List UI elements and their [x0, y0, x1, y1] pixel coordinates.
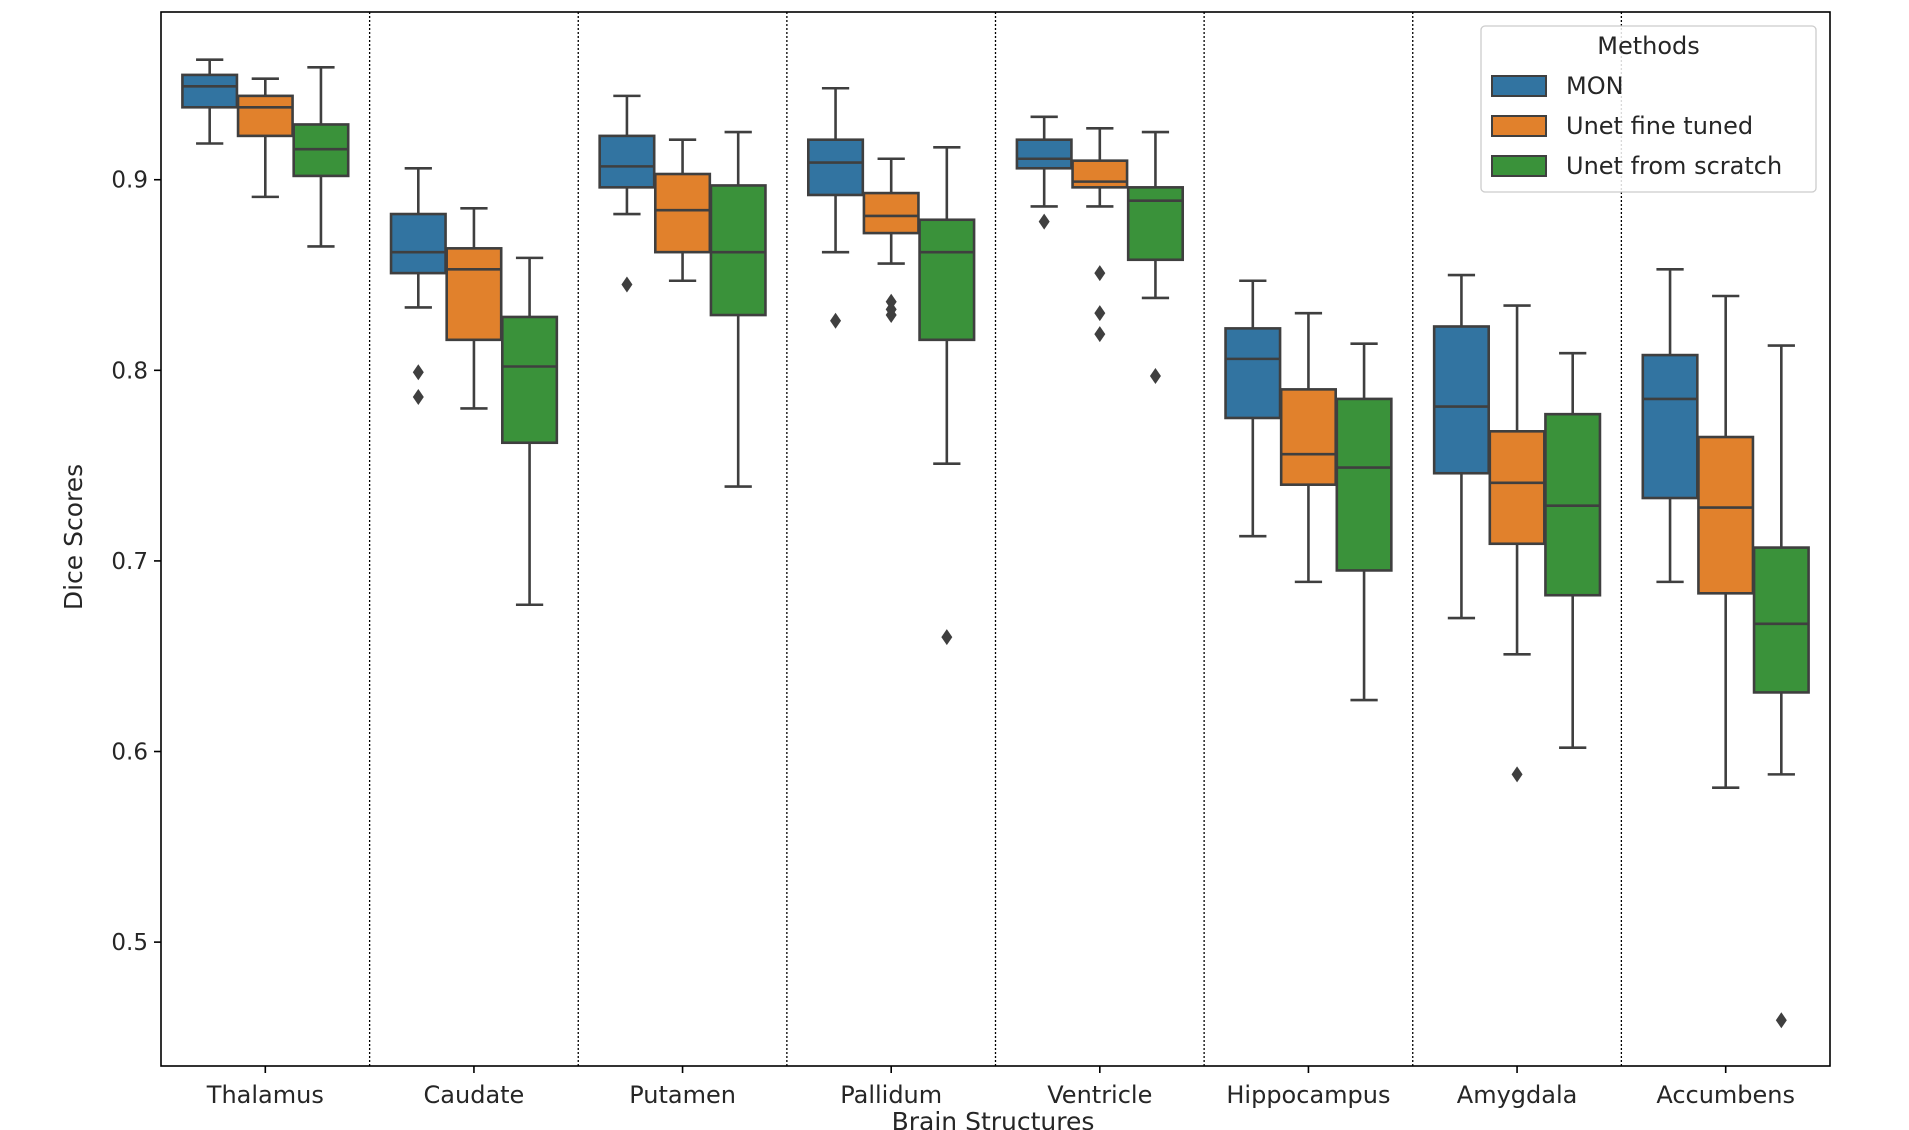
box-iqr: [709, 184, 767, 317]
box-unet-from-scratch-ventricle: [1126, 130, 1185, 385]
box-mon-putamen: [598, 94, 656, 293]
box-unet-from-scratch-caudate: [501, 256, 559, 607]
box-unet-from-scratch-accumbens: [1752, 344, 1810, 1029]
box-iqr: [806, 138, 865, 197]
box-unet-from-scratch-pallidum: [918, 146, 976, 646]
outlier-point: [1094, 305, 1106, 322]
x-tick-label: Ventricle: [1047, 1081, 1152, 1109]
y-tick-label: 0.7: [111, 549, 148, 575]
legend-label: Unet from scratch: [1566, 152, 1782, 180]
box-mon-pallidum: [806, 86, 865, 329]
legend-label: Unet fine tuned: [1566, 112, 1753, 140]
x-tick-label: Accumbens: [1656, 1081, 1795, 1109]
outlier-point: [941, 629, 953, 646]
legend-label: MON: [1566, 72, 1624, 100]
box-unet-from-scratch-hippocampus: [1335, 342, 1393, 702]
box-iqr: [181, 73, 239, 109]
x-tick-label: Putamen: [629, 1081, 736, 1109]
box-iqr: [1279, 388, 1337, 486]
box-iqr: [1432, 325, 1490, 475]
box-iqr: [1752, 546, 1810, 694]
outlier-point: [1511, 766, 1523, 783]
box-iqr: [862, 191, 920, 235]
y-tick-label: 0.9: [111, 168, 148, 194]
box-unet-from-scratch-putamen: [709, 130, 767, 488]
outlier-point: [1038, 213, 1050, 230]
outlier-point: [1094, 326, 1106, 343]
box-mon-amygdala: [1432, 273, 1490, 620]
box-iqr: [236, 94, 294, 138]
x-tick-label: Pallidum: [840, 1081, 942, 1109]
axes-frame: [160, 11, 1831, 1067]
y-axis-label: Dice Scores: [59, 464, 88, 610]
outlier-point: [1094, 265, 1106, 282]
box-unet-fine-tuned-accumbens: [1697, 294, 1755, 790]
outlier-point: [412, 389, 424, 406]
legend-box: [1480, 25, 1817, 193]
box-iqr: [1015, 138, 1073, 170]
box-unet-fine-tuned-amygdala: [1488, 304, 1546, 783]
x-tick-label: Thalamus: [206, 1081, 324, 1109]
y-tick-label: 0.8: [111, 358, 148, 384]
legend-swatch: [1491, 155, 1547, 177]
axes: 0.5 0.6 0.7 0.8 0.9 Thalamus Caudate Putamen Pal…: [111, 11, 1831, 1109]
outlier-point: [1149, 368, 1161, 385]
box-iqr: [654, 172, 712, 254]
box-mon-accumbens: [1641, 268, 1699, 584]
plot-area: [181, 12, 1810, 1066]
x-axis-label: Brain Structures: [892, 1107, 1095, 1130]
outlier-point: [412, 364, 424, 381]
box-iqr: [1335, 397, 1393, 572]
x-tick-label: Hippocampus: [1226, 1081, 1390, 1109]
box-iqr: [598, 134, 656, 189]
box-iqr: [1641, 353, 1699, 500]
box-iqr: [501, 315, 559, 445]
box-iqr: [1126, 186, 1185, 262]
box-unet-fine-tuned-hippocampus: [1279, 311, 1337, 584]
box-mon-caudate: [389, 166, 447, 406]
legend-swatch: [1491, 75, 1547, 97]
box-iqr: [389, 212, 447, 275]
box-iqr: [1224, 327, 1282, 420]
box-mon-thalamus: [181, 58, 239, 145]
box-iqr: [1488, 430, 1546, 546]
box-unet-from-scratch-amygdala: [1544, 351, 1602, 750]
box-mon-hippocampus: [1224, 279, 1282, 538]
box-unet-fine-tuned-caudate: [445, 207, 503, 410]
y-tick-label: 0.6: [111, 740, 148, 766]
box-iqr: [445, 247, 503, 342]
box-iqr: [1071, 159, 1129, 189]
box-unet-fine-tuned-thalamus: [236, 77, 294, 199]
legend: Methods MON Unet fine tuned Unet from scrat…: [1480, 25, 1817, 193]
box-iqr: [1697, 435, 1755, 595]
outlier-point: [830, 312, 842, 329]
outlier-point: [621, 276, 633, 293]
x-tick-label: Caudate: [424, 1081, 525, 1109]
box-iqr: [918, 218, 976, 342]
box-mon-ventricle: [1015, 115, 1073, 230]
outlier-point: [885, 293, 897, 310]
legend-swatch: [1491, 115, 1547, 137]
box-unet-from-scratch-thalamus: [292, 65, 350, 248]
x-tick-label: Amygdala: [1457, 1081, 1578, 1109]
box-unet-fine-tuned-pallidum: [862, 157, 920, 324]
y-tick-label: 0.5: [111, 930, 148, 956]
box-unet-fine-tuned-ventricle: [1071, 126, 1129, 343]
outlier-point: [1775, 1012, 1787, 1029]
legend-title: Methods: [1597, 32, 1700, 60]
